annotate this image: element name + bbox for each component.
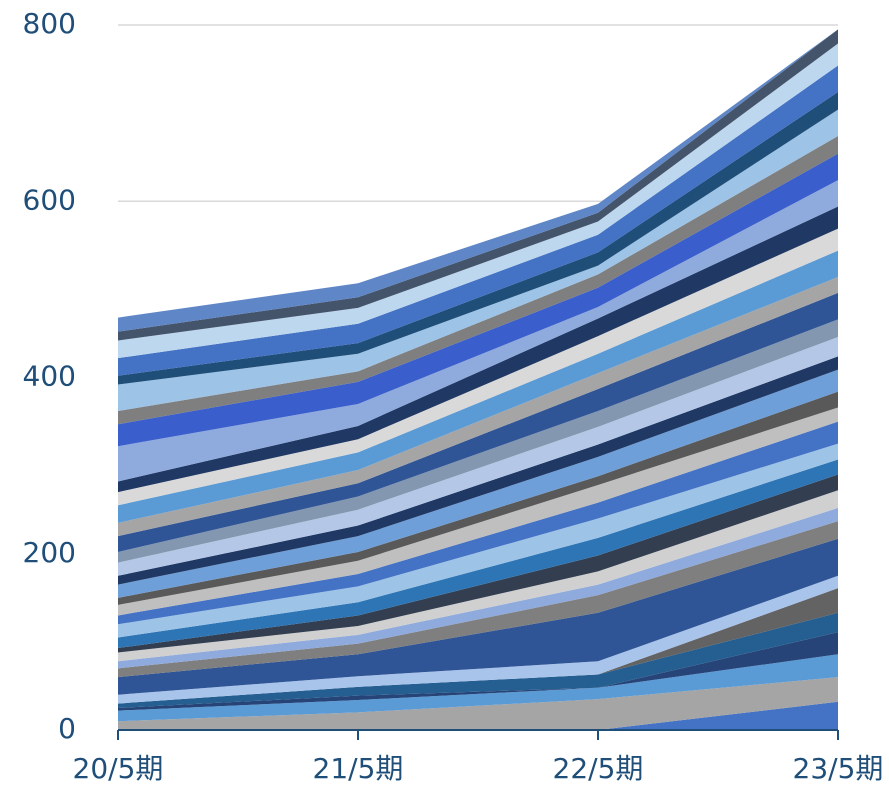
area: [118, 180, 838, 482]
area: [118, 369, 838, 598]
area: [118, 356, 838, 585]
x-tick-label: 22/5期: [553, 752, 644, 785]
area: [118, 319, 838, 563]
area: [118, 228, 838, 506]
area: [118, 443, 838, 638]
x-tick-label: 20/5期: [73, 752, 164, 785]
y-tick-label: 800: [23, 7, 76, 40]
area: [118, 575, 838, 704]
area: [118, 677, 838, 730]
y-tick-label: 400: [23, 360, 76, 393]
area: [118, 153, 838, 447]
area: [118, 336, 838, 576]
x-tick-label: 21/5期: [313, 752, 404, 785]
area: [118, 459, 838, 649]
area: [118, 421, 838, 625]
area: [118, 521, 838, 678]
area: [118, 109, 838, 411]
y-tick-label: 600: [23, 183, 76, 216]
area: [118, 612, 838, 708]
area: [118, 654, 838, 722]
area: [118, 538, 838, 695]
area: [118, 701, 838, 730]
y-tick-label: 200: [23, 536, 76, 569]
area: [118, 292, 838, 552]
y-tick-label: 0: [58, 712, 76, 745]
x-tick-label: 23/5期: [793, 752, 884, 785]
area: [118, 632, 838, 711]
area: [118, 250, 838, 523]
area: [118, 277, 838, 537]
area: [118, 407, 838, 616]
area: [118, 588, 838, 704]
